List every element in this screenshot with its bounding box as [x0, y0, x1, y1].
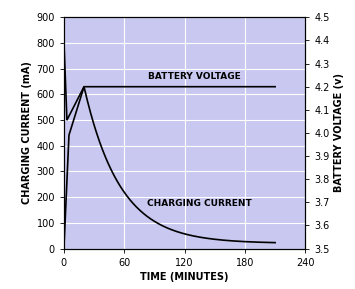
Y-axis label: CHARGING CURRENT (mA): CHARGING CURRENT (mA): [22, 62, 32, 204]
Y-axis label: BATTERY VOLTAGE (v): BATTERY VOLTAGE (v): [334, 73, 344, 192]
Text: BATTERY VOLTAGE: BATTERY VOLTAGE: [148, 72, 241, 81]
Text: CHARGING CURRENT: CHARGING CURRENT: [147, 199, 252, 208]
X-axis label: TIME (MINUTES): TIME (MINUTES): [140, 272, 229, 282]
